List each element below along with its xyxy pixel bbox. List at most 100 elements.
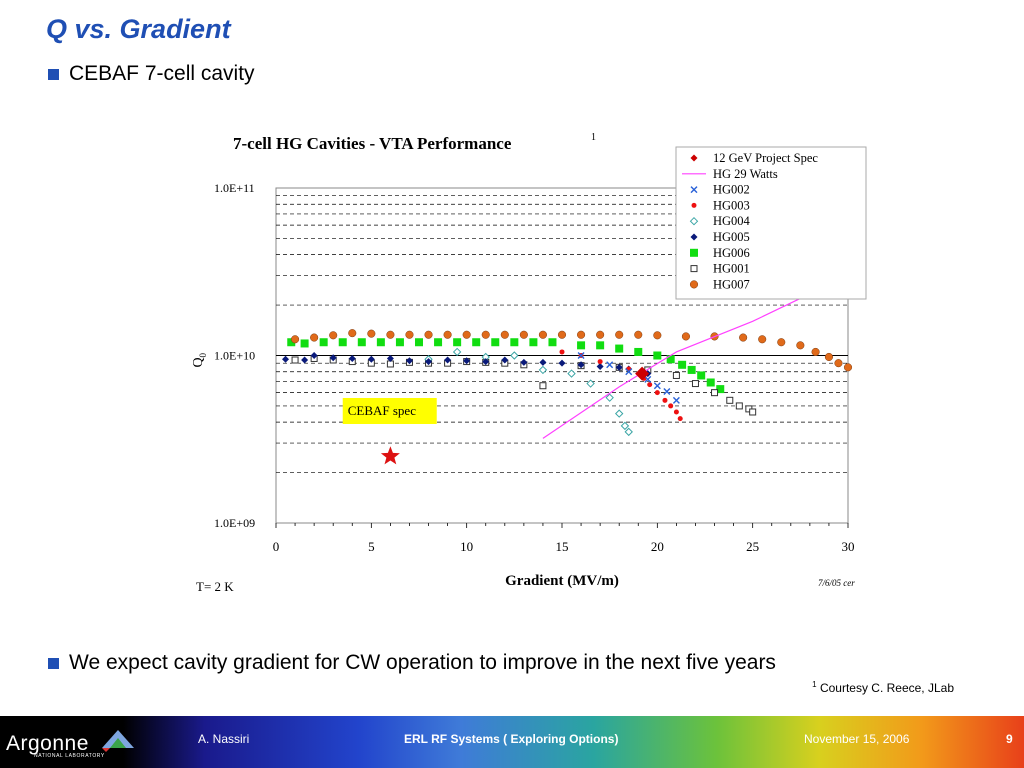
point-circle bbox=[824, 352, 833, 362]
point-x bbox=[606, 361, 614, 369]
footer-date: November 15, 2006 bbox=[804, 732, 910, 746]
data-point bbox=[519, 330, 528, 339]
data-point bbox=[824, 352, 833, 362]
x-axis-label: Gradient (MV/m) bbox=[505, 573, 619, 589]
data-point bbox=[672, 371, 680, 379]
data-point bbox=[415, 338, 423, 347]
legend-box bbox=[675, 146, 867, 300]
legend-label: HG005 bbox=[713, 230, 750, 244]
data-point bbox=[605, 393, 614, 402]
data-point bbox=[577, 330, 586, 339]
point-diamond-open bbox=[567, 369, 576, 378]
data-point bbox=[539, 382, 547, 390]
point-circle bbox=[557, 330, 567, 339]
point-diamond-open bbox=[689, 216, 699, 226]
point-square bbox=[678, 360, 687, 369]
data-point bbox=[577, 341, 586, 350]
point-diamond-open bbox=[452, 347, 462, 357]
point-circle bbox=[291, 335, 300, 344]
point-square bbox=[415, 338, 423, 347]
cebaf-spec-star-icon bbox=[380, 446, 400, 465]
point-circle bbox=[462, 330, 471, 339]
data-point bbox=[310, 352, 318, 359]
data-point bbox=[662, 397, 668, 403]
point-diamond bbox=[690, 233, 698, 241]
data-point bbox=[539, 358, 547, 366]
point-diamond-open bbox=[538, 365, 548, 375]
point-circle bbox=[796, 341, 805, 350]
legend-label: HG007 bbox=[713, 277, 750, 291]
data-point bbox=[287, 338, 296, 347]
point-square bbox=[697, 371, 706, 380]
point-square bbox=[319, 338, 328, 347]
data-point bbox=[434, 338, 443, 347]
point-x bbox=[644, 375, 652, 383]
data-point bbox=[577, 352, 585, 359]
point-circle bbox=[500, 330, 509, 339]
legend-label: HG 29 Watts bbox=[713, 167, 778, 181]
legend-swatch bbox=[689, 216, 699, 226]
data-point bbox=[624, 427, 633, 437]
data-point bbox=[462, 330, 471, 339]
point-square-open bbox=[291, 356, 299, 364]
data-point bbox=[559, 349, 565, 355]
bullet-square-icon bbox=[48, 657, 59, 669]
data-point bbox=[681, 332, 690, 341]
chart-title-superscript: 1 bbox=[591, 132, 596, 143]
point-circle bbox=[811, 347, 820, 357]
point-diamond bbox=[310, 352, 318, 359]
point-circle bbox=[348, 329, 357, 338]
data-point bbox=[425, 358, 433, 366]
point-dot bbox=[668, 403, 674, 409]
point-square-open bbox=[672, 371, 680, 379]
point-square-open bbox=[726, 396, 734, 404]
legend-swatch bbox=[691, 202, 697, 208]
footer-author: A. Nassiri bbox=[198, 732, 250, 746]
point-circle bbox=[596, 330, 605, 339]
q-vs-gradient-chart: 7-cell HG Cavities - VTA Performance 1 1.0… bbox=[191, 132, 867, 594]
point-square bbox=[666, 355, 675, 364]
data-point bbox=[557, 330, 567, 339]
data-point bbox=[453, 338, 462, 347]
data-point bbox=[716, 385, 725, 394]
data-point bbox=[510, 338, 519, 347]
logo-subtext: NATIONAL LABORATORY bbox=[34, 753, 105, 759]
cebaf-spec-label: CEBAF spec bbox=[348, 403, 416, 418]
data-point bbox=[538, 330, 547, 339]
point-diamond bbox=[690, 154, 698, 162]
point-circle bbox=[443, 330, 452, 339]
data-point bbox=[291, 335, 300, 344]
data-point bbox=[634, 330, 643, 339]
point-diamond bbox=[539, 358, 547, 366]
data-point bbox=[666, 355, 675, 364]
point-square-open bbox=[735, 402, 743, 410]
y-axis-label-subscript: 0 bbox=[198, 353, 208, 358]
point-diamond bbox=[348, 354, 356, 362]
data-point bbox=[615, 363, 623, 371]
point-square bbox=[453, 338, 462, 347]
point-circle bbox=[310, 333, 319, 342]
point-diamond bbox=[520, 358, 528, 366]
point-circle bbox=[386, 330, 395, 339]
legend-label: 12 GeV Project Spec bbox=[713, 151, 818, 165]
point-square bbox=[287, 338, 296, 347]
point-diamond bbox=[282, 355, 290, 363]
legend-label: HG002 bbox=[713, 183, 750, 197]
data-point bbox=[597, 359, 603, 365]
point-square bbox=[395, 338, 404, 347]
point-x bbox=[577, 352, 585, 359]
point-circle bbox=[519, 330, 528, 339]
point-dot bbox=[654, 390, 660, 396]
data-point bbox=[472, 338, 481, 347]
point-diamond bbox=[463, 357, 471, 365]
point-square bbox=[615, 344, 624, 353]
point-square bbox=[529, 338, 538, 347]
point-x bbox=[653, 382, 661, 390]
data-point bbox=[586, 379, 595, 388]
point-square bbox=[548, 338, 557, 347]
data-point bbox=[376, 338, 385, 347]
data-point bbox=[706, 378, 715, 387]
point-circle bbox=[739, 333, 748, 342]
data-point bbox=[596, 362, 604, 370]
data-point bbox=[405, 330, 414, 339]
